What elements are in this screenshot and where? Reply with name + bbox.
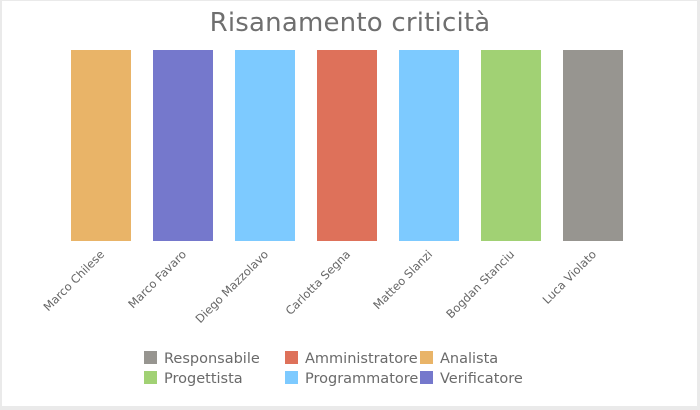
legend-item-progettista: Progettista: [144, 370, 243, 388]
legend-item-responsabile: Responsabile: [144, 350, 260, 368]
bar-marco-favaro: [153, 50, 213, 241]
x-tick-label: Carlotta Segna: [283, 247, 354, 318]
legend-swatch: [144, 351, 157, 364]
legend-item-amministratore: Amministratore: [285, 350, 418, 368]
bar-matteo-slanzi: [399, 50, 459, 241]
legend-swatch: [144, 371, 157, 384]
legend-swatch: [420, 351, 433, 364]
legend-item-programmatore: Programmatore: [285, 370, 418, 388]
bar-carlotta-segna: [317, 50, 377, 241]
legend-label: Responsabile: [164, 351, 260, 367]
legend-swatch: [285, 351, 298, 364]
bar-diego-mazzolavo: [235, 50, 295, 241]
x-tick-label: Marco Chilese: [40, 247, 107, 314]
x-tick-label: Luca Violato: [540, 247, 600, 307]
legend-label: Analista: [440, 351, 499, 367]
legend-label: Progettista: [164, 371, 243, 387]
bar-marco-chilese: [71, 50, 131, 241]
legend-label: Amministratore: [305, 351, 418, 367]
legend-item-verificatore: Verificatore: [420, 370, 523, 388]
legend-swatch: [420, 371, 433, 384]
legend-item-analista: Analista: [420, 350, 498, 368]
x-tick-label: Matteo Slanzi: [370, 247, 435, 312]
legend-label: Programmatore: [305, 371, 419, 387]
legend-swatch: [285, 371, 298, 384]
bar-bogdan-stanciu: [481, 50, 541, 241]
x-tick-label: Bogdan Stanciu: [443, 247, 517, 321]
chart-title: Risanamento criticità: [209, 8, 491, 38]
bar-luca-violato: [563, 50, 623, 241]
legend-label: Verificatore: [440, 371, 523, 387]
x-tick-label: Diego Mazzolavo: [192, 247, 271, 326]
x-tick-label: Marco Favaro: [125, 247, 189, 311]
